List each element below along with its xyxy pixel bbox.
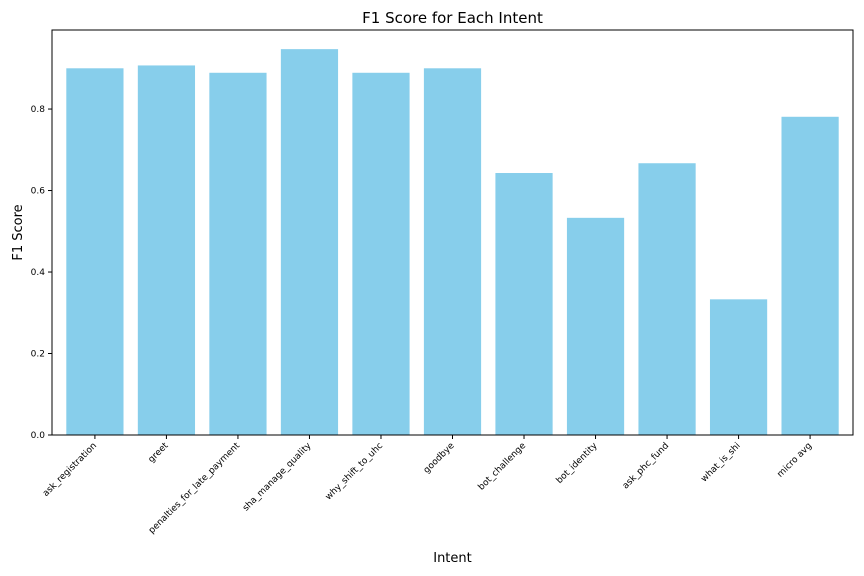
bar-greet	[137, 65, 196, 435]
bar-goodbye	[423, 68, 482, 435]
bar-what-is-shi	[709, 299, 768, 435]
y-tick-label: 0.2	[31, 350, 45, 360]
bar-micro-avg	[781, 116, 839, 436]
bar-penalties-for-late-payment	[209, 72, 267, 436]
x-axis-label: Intent	[433, 551, 472, 566]
y-tick-label: 0.4	[31, 268, 46, 278]
x-tick-label: goodbye	[422, 441, 457, 476]
x-tick-label: ask_phc_fund	[621, 441, 671, 491]
bar-bot-challenge	[495, 173, 553, 436]
y-tick-label: 0.0	[31, 431, 46, 441]
x-tick-label: bot_identity	[555, 441, 600, 486]
bar-sha-manage-quality	[280, 49, 339, 435]
chart-title: F1 Score for Each Intent	[362, 9, 543, 27]
x-tick-label: micro avg	[776, 441, 815, 480]
y-axis: 0.0 0.2 0.4 0.6 0.8	[31, 105, 52, 441]
bars-layer	[66, 49, 839, 436]
x-tick-label: what_is_shi	[699, 441, 742, 484]
y-tick-label: 0.6	[31, 187, 46, 197]
x-tick-label: why_shift_to_uhc	[324, 441, 385, 502]
x-tick-label: bot_challenge	[477, 441, 529, 493]
bar-ask-phc-fund	[638, 163, 696, 435]
x-tick-label: ask_registration	[41, 441, 99, 499]
x-tick-label: greet	[147, 441, 171, 465]
plot-frame	[51, 29, 854, 436]
bar-why-shift-to-uhc	[352, 72, 410, 436]
bar-bot-identity	[566, 217, 625, 435]
x-axis: ask_registration greetpenalties_for_late_…	[41, 435, 814, 536]
bar-ask-registration	[66, 68, 124, 435]
y-axis-label: F1 Score	[11, 204, 26, 260]
x-tick-label: sha_manage_quality	[241, 441, 314, 514]
y-tick-label: 0.8	[31, 105, 46, 115]
